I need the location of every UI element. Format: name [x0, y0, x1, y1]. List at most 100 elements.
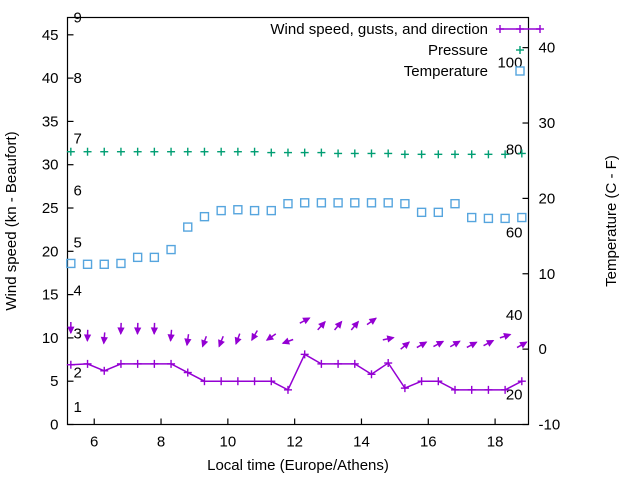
arrow-head	[401, 341, 410, 350]
fahrenheit-scale-label: 40	[506, 307, 523, 324]
square-marker	[467, 212, 477, 223]
square-marker	[66, 258, 76, 269]
square-marker	[450, 198, 460, 209]
arrow-head	[67, 326, 75, 335]
square-marker	[249, 205, 260, 216]
square-marker	[166, 244, 176, 255]
square-marker	[383, 198, 393, 208]
beaufort-scale-label: 5	[74, 235, 82, 252]
y-axis-tick-label: 25	[42, 200, 59, 217]
y-axis-tick-label: 40	[42, 70, 59, 87]
square-marker	[82, 259, 93, 269]
series-0	[66, 350, 526, 394]
arrow-head	[452, 340, 461, 348]
plot-frame	[66, 16, 530, 426]
y2-axis-title: Temperature (C - F)	[603, 155, 620, 287]
arrow-head	[201, 339, 209, 348]
arrow-head	[469, 341, 478, 349]
beaufort-scale-label: 8	[74, 70, 82, 87]
beaufort-scale-label: 3	[74, 326, 82, 343]
arrow-head	[318, 320, 326, 329]
square-marker	[500, 213, 510, 224]
y-axis-tick-label: 45	[42, 27, 59, 44]
x-axis-title: Local time (Europe/Athens)	[207, 457, 389, 474]
y-axis-tick-label: 30	[42, 157, 59, 174]
arrow-head	[150, 327, 159, 336]
y-axis-tick-label: 15	[42, 287, 59, 304]
square-marker	[199, 211, 210, 222]
arrow-head	[485, 339, 495, 347]
fahrenheit-scale-label: 20	[506, 386, 523, 403]
y-axis-tick-label: 5	[50, 373, 58, 390]
arrow-head	[435, 340, 445, 348]
beaufort-scale-label: 2	[74, 365, 82, 382]
wind-speed-line	[70, 353, 523, 391]
arrow-head	[251, 332, 259, 342]
y2-axis-tick-label: 0	[539, 341, 547, 358]
square-marker	[416, 207, 427, 218]
y2-axis-tick-label: 30	[539, 115, 556, 132]
arrow-head	[368, 317, 377, 325]
arrow-head	[218, 339, 225, 348]
square-marker	[483, 213, 494, 224]
arrow-head	[167, 334, 175, 342]
arrow-head	[234, 336, 242, 346]
y2-axis-tick-label: 10	[539, 266, 556, 283]
y-axis-tick-label: 10	[42, 330, 59, 347]
arrow-head	[184, 338, 192, 347]
arrow-head	[351, 320, 360, 329]
square-marker	[99, 259, 109, 269]
x-axis-tick-label: 10	[220, 434, 237, 451]
square-marker	[216, 205, 226, 216]
legend-label-2: Temperature	[404, 63, 488, 80]
square-marker	[233, 205, 243, 215]
x-axis-tick-label: 14	[353, 434, 370, 451]
series-2	[66, 147, 526, 159]
square-marker	[366, 198, 377, 208]
x-axis-tick-label: 16	[420, 434, 437, 451]
y2-axis-tick-label: 40	[539, 40, 556, 57]
arrow-head	[419, 341, 428, 349]
square-marker	[299, 198, 310, 208]
arrow-head	[100, 336, 108, 345]
square-marker	[400, 198, 410, 209]
y2-axis-tick-label: 20	[539, 190, 556, 207]
square-marker	[149, 252, 160, 263]
square-marker	[333, 198, 343, 208]
fahrenheit-scale-label: 60	[506, 224, 523, 241]
arrow-head	[134, 327, 142, 336]
square-marker	[266, 205, 276, 216]
square-marker	[316, 198, 327, 208]
y2-axis-tick-label: -10	[539, 417, 561, 434]
beaufort-scale-label: 9	[74, 10, 82, 27]
arrow-head	[265, 333, 275, 341]
y-axis-tick-label: 20	[42, 243, 59, 260]
beaufort-scale-label: 4	[74, 282, 82, 299]
y-axis-tick-label: 35	[42, 113, 59, 130]
x-axis-tick-label: 12	[286, 434, 303, 451]
legend-marker-2	[515, 66, 525, 76]
beaufort-scale-label: 7	[74, 131, 82, 148]
square-marker	[132, 252, 143, 263]
square-marker	[283, 198, 293, 209]
arrow-head	[386, 335, 395, 343]
legend-label-1: Pressure	[428, 42, 488, 59]
x-axis-tick-label: 8	[157, 434, 165, 451]
y-axis-tick-label: 0	[50, 417, 58, 434]
x-axis-tick-label: 18	[487, 434, 504, 451]
beaufort-scale-label: 6	[74, 183, 82, 200]
arrow-head	[519, 341, 528, 349]
arrow-head	[281, 337, 291, 345]
square-marker	[350, 198, 360, 208]
beaufort-scale-label: 1	[74, 399, 82, 416]
legend-marker-1	[516, 46, 524, 54]
arrow-head	[334, 320, 343, 329]
arrow-head	[83, 334, 92, 342]
square-marker	[515, 66, 525, 76]
square-marker	[116, 258, 126, 269]
x-axis-tick-label: 6	[90, 434, 98, 451]
fahrenheit-scale-label: 80	[506, 141, 523, 158]
legend-label-0: Wind speed, gusts, and direction	[270, 21, 488, 38]
